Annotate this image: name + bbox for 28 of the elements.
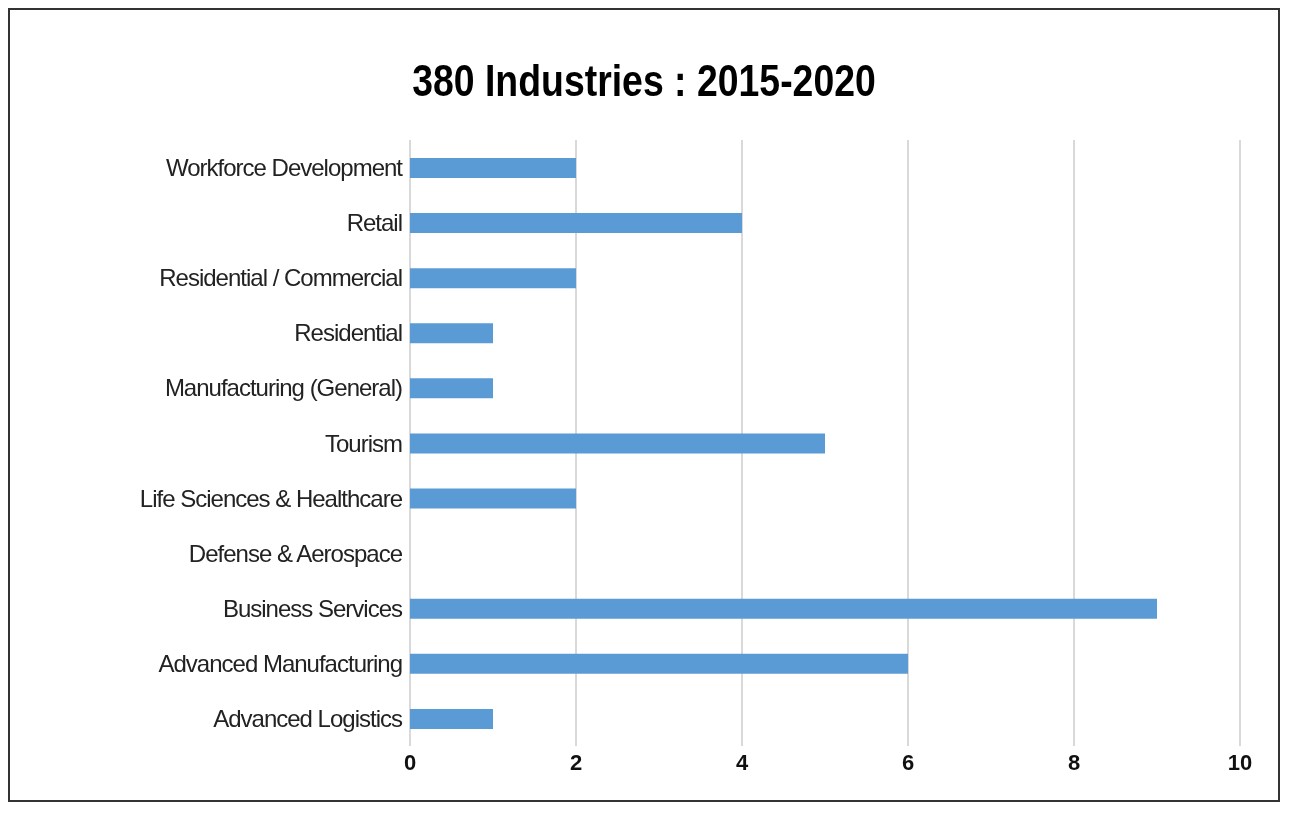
- bar: [410, 158, 576, 178]
- y-tick-label: Tourism: [324, 429, 402, 457]
- y-tick-label: Advanced Logistics: [213, 704, 403, 732]
- bar: [410, 323, 493, 344]
- y-tick-label: Residential / Commercial: [159, 264, 402, 292]
- y-tick-label: Defense & Aerospace: [188, 539, 403, 567]
- x-tick-label: 6: [901, 749, 915, 775]
- y-tick-label: Workforce Development: [166, 154, 404, 182]
- bar: [410, 598, 1157, 619]
- bar: [410, 653, 908, 674]
- x-tick-label: 10: [1227, 749, 1253, 775]
- bar: [410, 488, 576, 509]
- y-tick-label: Life Sciences & Healthcare: [139, 484, 403, 512]
- y-tick-label: Advanced Manufacturing: [158, 649, 402, 677]
- x-tick-label: 4: [735, 749, 749, 775]
- y-tick-label: Residential: [294, 319, 402, 347]
- bar: [410, 213, 742, 234]
- bar: [410, 433, 825, 454]
- chart-title: 380 Industries : 2015-2020: [411, 56, 877, 107]
- bar: [410, 268, 576, 289]
- x-tick-label: 0: [403, 749, 417, 775]
- y-tick-label: Retail: [346, 209, 402, 237]
- x-tick-label: 8: [1067, 749, 1081, 775]
- bar: [410, 708, 493, 729]
- y-tick-label: Business Services: [222, 594, 403, 622]
- x-tick-label: 2: [569, 749, 583, 775]
- bar: [410, 378, 493, 399]
- y-tick-label: Manufacturing (General): [164, 374, 402, 402]
